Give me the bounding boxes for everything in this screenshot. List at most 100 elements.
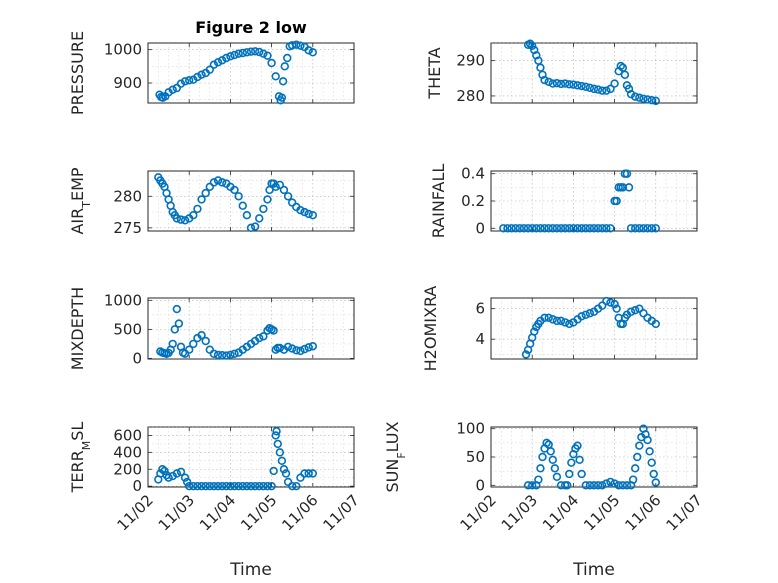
y-tick-label: 4 — [475, 330, 485, 348]
data-point — [626, 224, 636, 233]
data-point — [546, 447, 555, 456]
data-point — [209, 178, 219, 187]
subplot-5: 0 500 1000 MIXDEPTH — [68, 287, 355, 370]
data-point — [279, 465, 289, 474]
data-point — [308, 211, 317, 220]
data-point — [172, 214, 182, 223]
data-point — [174, 319, 184, 328]
data-point — [213, 350, 223, 360]
data-point — [259, 481, 268, 491]
y-axis-label: MIXDEPTH — [68, 287, 87, 370]
data-point — [296, 346, 305, 356]
data-point — [275, 343, 285, 353]
data-point — [552, 79, 562, 88]
data-point — [585, 309, 595, 318]
data-point — [259, 204, 268, 214]
data-point — [573, 224, 582, 233]
data-point — [573, 81, 582, 90]
data-point — [217, 351, 227, 360]
data-point — [643, 95, 652, 104]
data-point — [626, 89, 636, 99]
data-point — [234, 192, 243, 201]
y-tick-label: 500 — [113, 320, 142, 338]
x-tick-label: 11/07 — [663, 491, 706, 534]
data-point — [499, 224, 508, 233]
data-point — [283, 192, 293, 201]
data-point — [643, 435, 652, 445]
data-point — [300, 344, 309, 354]
data-point — [635, 224, 644, 233]
data-point — [651, 319, 660, 329]
data-point — [193, 204, 202, 214]
data-point — [616, 61, 625, 71]
data-point — [544, 224, 553, 233]
data-point — [271, 72, 280, 81]
data-point — [288, 41, 297, 50]
data-point — [548, 315, 557, 324]
data-point — [552, 224, 562, 233]
data-point — [589, 84, 599, 94]
data-point — [271, 431, 280, 440]
data-point — [164, 473, 173, 482]
data-point — [308, 469, 317, 478]
data-point — [222, 351, 231, 360]
y-tick-label: 50 — [466, 448, 485, 466]
data-point — [230, 349, 239, 358]
data-point — [292, 40, 301, 49]
data-point — [589, 481, 599, 490]
data-point — [602, 224, 611, 233]
y-tick-label: 1000 — [104, 291, 142, 309]
data-point — [308, 48, 317, 57]
data-point — [205, 182, 215, 191]
data-point — [269, 326, 278, 335]
data-point — [185, 345, 194, 354]
x-tick-label: 11/05 — [580, 491, 623, 534]
data-point — [230, 50, 239, 60]
x-tick-label: 11/04 — [196, 491, 239, 534]
data-point — [180, 216, 190, 225]
x-tick-label: 11/04 — [539, 491, 582, 534]
data-point — [267, 58, 276, 68]
data-point — [585, 83, 595, 93]
data-point — [209, 60, 219, 69]
subplot-2: 280 290 THETA — [425, 39, 698, 106]
data-point — [602, 86, 611, 95]
data-point — [651, 224, 660, 233]
data-point — [279, 185, 289, 195]
data-point — [217, 481, 227, 491]
data-point — [527, 41, 537, 51]
data-point — [567, 458, 576, 467]
y-axis-label: AIRTEMP — [68, 167, 93, 234]
data-point — [275, 448, 285, 457]
data-point — [300, 207, 309, 217]
data-point — [651, 478, 660, 487]
data-point — [534, 475, 543, 484]
data-point — [172, 304, 182, 314]
data-point — [536, 464, 545, 473]
data-point — [168, 339, 177, 349]
data-point — [209, 349, 219, 358]
data-point — [246, 481, 256, 491]
data-point — [626, 307, 636, 316]
data-point — [645, 447, 654, 456]
data-point — [544, 77, 553, 87]
data-point — [278, 77, 288, 86]
data-point — [598, 301, 607, 310]
data-point — [618, 481, 628, 490]
data-point — [201, 481, 210, 491]
data-point — [238, 481, 247, 491]
data-point — [267, 481, 276, 491]
data-point — [593, 481, 603, 490]
data-point — [606, 224, 615, 233]
data-point — [238, 48, 247, 58]
data-point — [238, 201, 247, 210]
data-point — [296, 41, 305, 50]
data-point — [255, 333, 264, 343]
data-point — [585, 481, 595, 490]
data-point — [168, 471, 177, 481]
data-point — [563, 481, 572, 490]
data-point — [612, 196, 621, 206]
data-point — [536, 224, 545, 233]
data-point — [569, 80, 578, 89]
data-point — [255, 214, 264, 223]
